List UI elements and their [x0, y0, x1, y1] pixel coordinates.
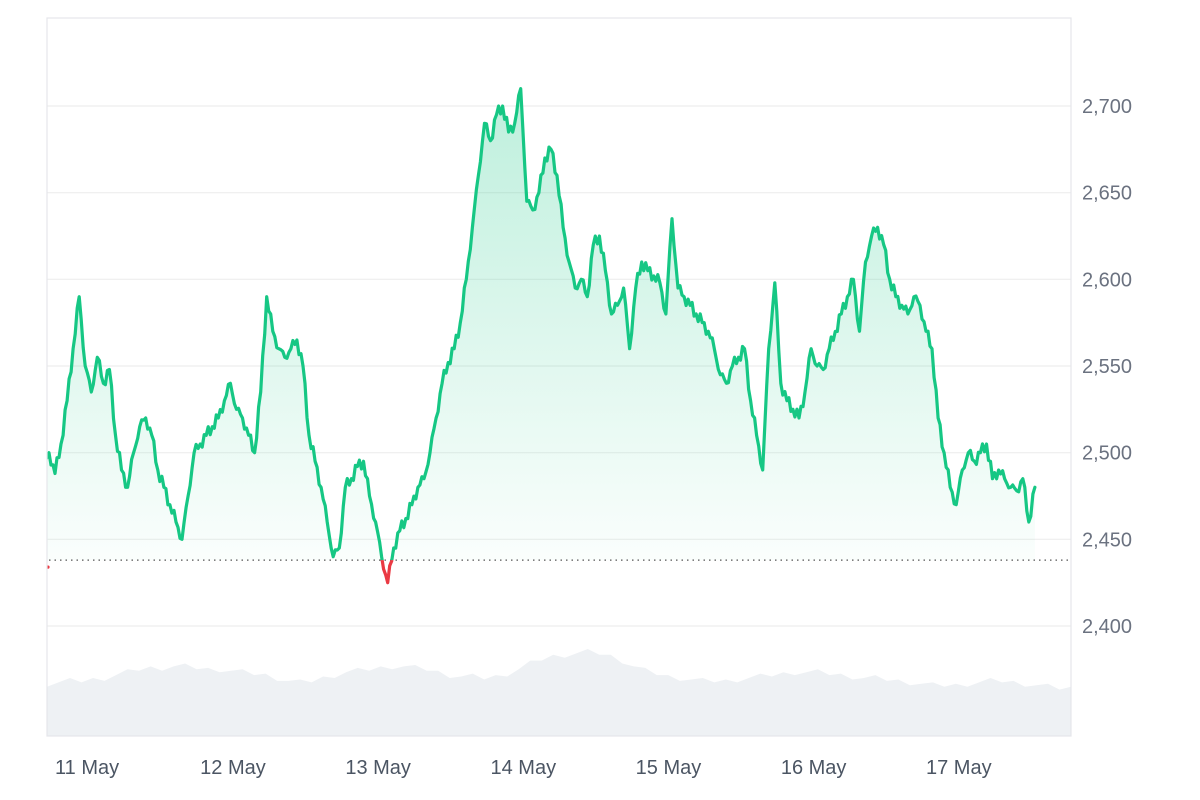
volume-area — [47, 649, 1071, 736]
y-axis-ticks: 2,400 2,450 2,500 2,550 2,600 2,650 2,700 — [1082, 96, 1132, 638]
price-area — [47, 88, 1035, 561]
x-axis-ticks: 11 May 12 May 13 May 14 May 15 May 16 May 17 M… — [55, 757, 992, 779]
y-tick-label: 2,550 — [1082, 356, 1132, 378]
x-tick-label: 12 May — [200, 757, 266, 779]
price-line-up — [47, 87, 1037, 561]
plot-frame — [46, 17, 1072, 737]
x-tick-label: 14 May — [491, 757, 557, 779]
x-tick-label: 15 May — [636, 757, 702, 779]
y-tick-label: 2,400 — [1082, 616, 1132, 638]
x-tick-label: 13 May — [345, 757, 411, 779]
y-tick-label: 2,500 — [1082, 443, 1132, 465]
y-tick-label: 2,650 — [1082, 183, 1132, 205]
price-area-fill — [47, 88, 1035, 561]
volume-shape — [47, 649, 1071, 736]
price-line — [47, 87, 1037, 585]
y-tick-label: 2,700 — [1082, 96, 1132, 118]
x-tick-label: 16 May — [781, 757, 847, 779]
x-tick-label: 17 May — [926, 757, 992, 779]
x-tick-label: 11 May — [55, 757, 119, 779]
y-tick-label: 2,600 — [1082, 269, 1132, 291]
y-tick-label: 2,450 — [1082, 529, 1132, 551]
plot-border — [46, 17, 1072, 737]
